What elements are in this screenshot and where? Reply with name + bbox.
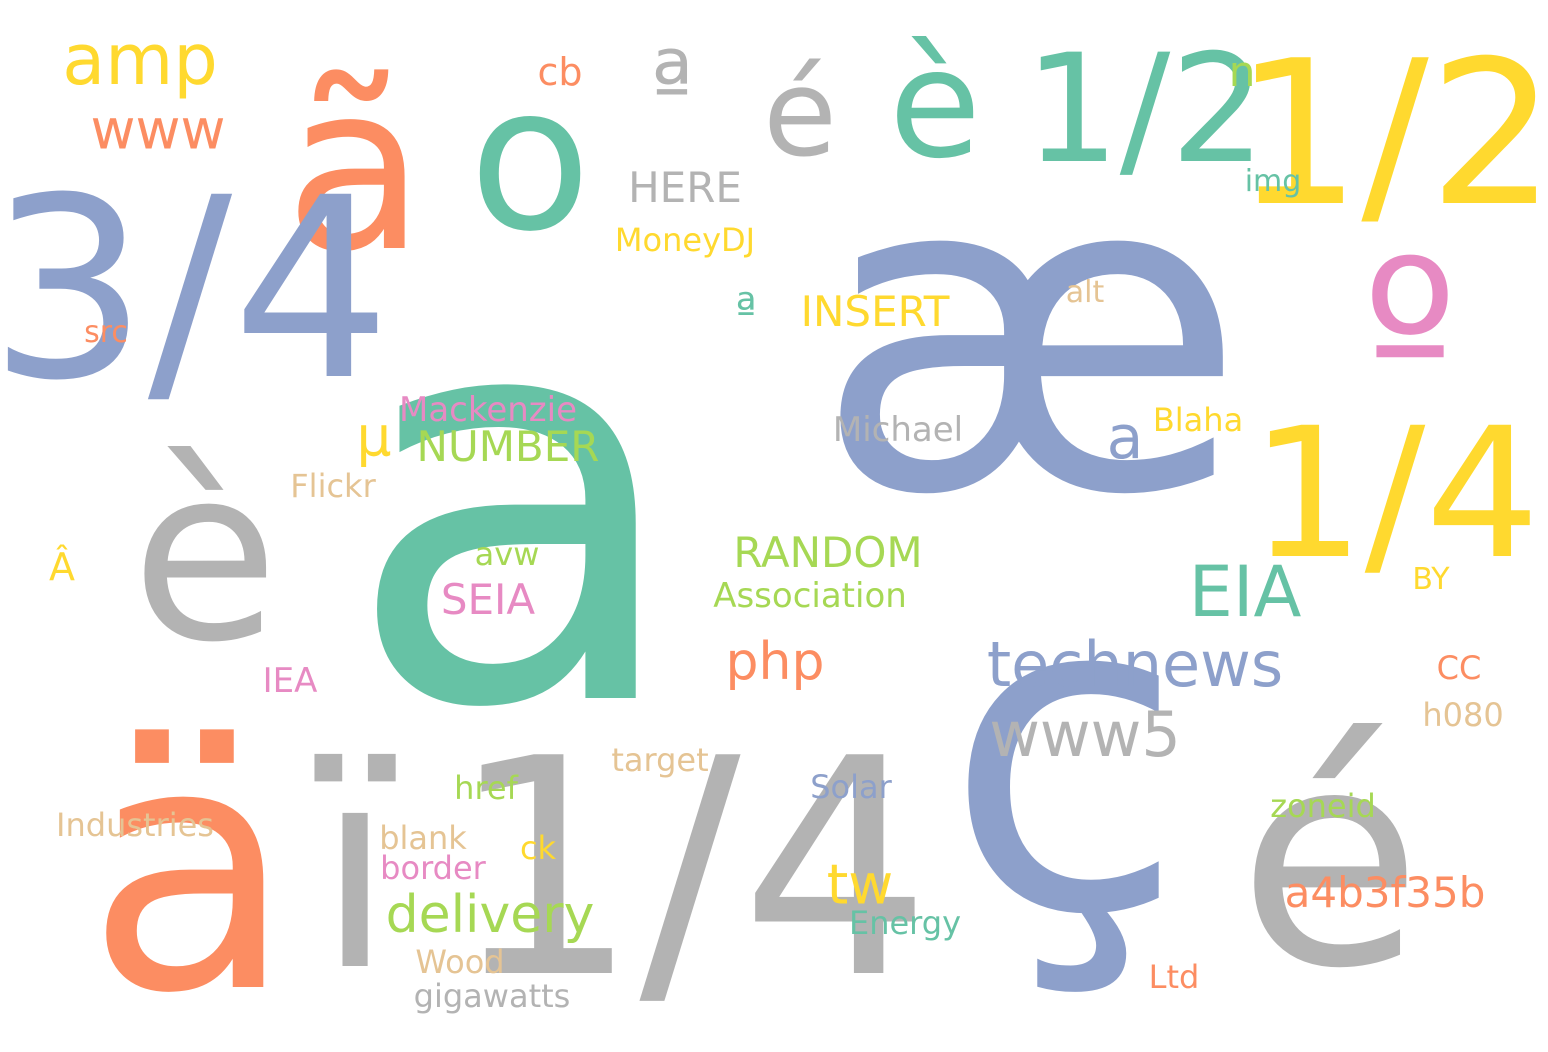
word-a: a [343, 179, 687, 831]
word-mackenzie: Mackenzie [398, 390, 578, 430]
word-zoneid: zoneid [1270, 787, 1376, 825]
word-php: php [725, 632, 825, 692]
word-www5: www5 [989, 698, 1181, 771]
word-glyph-37: µ [356, 404, 392, 469]
word-technews: technews [986, 628, 1284, 701]
word-cb: cb [537, 50, 583, 94]
word-a4b3f35b: a4b3f35b [1284, 868, 1486, 917]
word-energy: Energy [848, 904, 962, 942]
word-solar: Solar [810, 768, 892, 806]
word-wood: Wood [415, 943, 505, 981]
word-1-4: 1/4 [1250, 390, 1540, 599]
word-amp: amp [62, 19, 218, 101]
word-iea: IEA [262, 661, 318, 701]
word-by: BY [1412, 562, 1450, 597]
word-alt: alt [1065, 275, 1105, 310]
word-1-4: 1/4 [448, 695, 932, 1044]
word-3-4: 3/4 [0, 144, 392, 435]
word-seia: SEIA [440, 575, 536, 624]
word-glyph-7: ã [284, 36, 426, 303]
word-h080: h080 [1422, 696, 1504, 734]
word-o: o [468, 43, 592, 276]
word-avw: avw [474, 535, 540, 573]
word-glyph-6: è [131, 415, 279, 695]
word-flickr: Flickr [290, 467, 376, 505]
word-cc: CC [1436, 649, 1482, 687]
word-glyph-13: º [1362, 218, 1458, 451]
word-glyph-3: é [1237, 685, 1423, 1034]
word-glyph-54: Â [49, 545, 75, 589]
word-michael: Michael [832, 410, 964, 450]
word-gigawatts: gigawatts [413, 977, 571, 1015]
word-random: RANDOM [733, 528, 923, 577]
word-blaha: Blaha [1152, 401, 1244, 439]
word-tw: tw [826, 852, 894, 917]
word-glyph-32: ª [735, 283, 757, 337]
word-here: HERE [628, 163, 742, 212]
word-a: a [1106, 403, 1144, 473]
word-n: n [1228, 47, 1256, 96]
word-ck: ck [519, 829, 557, 867]
word-blank: blank [379, 819, 467, 857]
word-glyph-17: ª [650, 32, 694, 137]
word-target: target [611, 741, 709, 779]
word-href: href [454, 769, 518, 807]
word-src: src [84, 315, 128, 350]
word-glyph-1: æ [813, 79, 1247, 591]
word-glyph-2: ç [944, 499, 1186, 1011]
word-moneydj: MoneyDJ [614, 221, 756, 259]
word-border: border [380, 849, 486, 887]
word-glyph-14: è [888, 18, 982, 192]
word-1-2: 1/2 [1234, 18, 1548, 251]
word-insert: INSERT [800, 287, 950, 336]
word-eia: EIA [1188, 551, 1302, 633]
word-glyph-4: ä [85, 672, 295, 1052]
word-number: NUMBER [416, 422, 600, 471]
word-delivery: delivery [385, 885, 595, 945]
word-img: img [1244, 164, 1302, 199]
word-www: www [90, 97, 226, 162]
word-industries: Industries [56, 806, 214, 844]
word-glyph-16: é [763, 45, 837, 184]
word-association: Association [713, 576, 907, 616]
word-glyph-5: ï [316, 707, 394, 1033]
word-ltd: Ltd [1148, 958, 1200, 996]
word-1-2: 1/2 [1024, 23, 1266, 197]
